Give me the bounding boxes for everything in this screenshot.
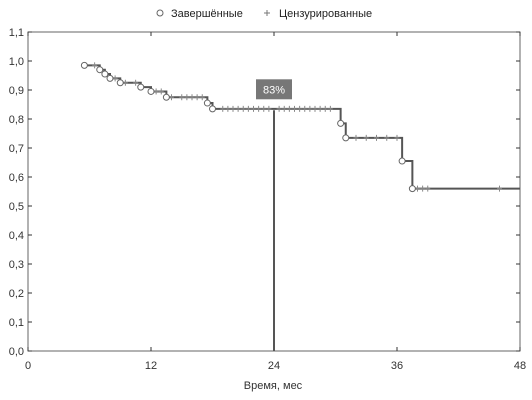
censored-marker <box>292 105 297 112</box>
censored-marker <box>256 105 262 112</box>
censored-marker <box>133 79 139 86</box>
x-tick-label: 24 <box>268 360 280 372</box>
censored-marker <box>353 134 359 141</box>
y-tick-label: 0,8 <box>9 114 24 126</box>
event-marker <box>137 83 145 91</box>
event-marker <box>106 74 114 82</box>
y-tick-label: 0,1 <box>9 317 24 329</box>
x-tick-label: 0 <box>25 360 31 372</box>
event-marker <box>342 134 350 142</box>
censored-marker <box>317 105 323 112</box>
y-tick-label: 0,2 <box>9 288 24 300</box>
censored-marker <box>281 105 287 112</box>
censored-marker <box>394 134 400 141</box>
y-tick-label: 0,6 <box>9 172 24 184</box>
x-tick-label: 12 <box>145 360 157 372</box>
annotation-label: 83% <box>263 84 285 96</box>
censored-marker <box>266 105 272 112</box>
censored-marker <box>384 134 390 141</box>
y-tick-label: 0,9 <box>9 85 24 97</box>
event-marker <box>162 93 170 101</box>
censored-marker <box>225 105 231 112</box>
censored-marker <box>374 134 379 141</box>
censored-marker <box>420 185 426 192</box>
event-marker <box>101 70 109 78</box>
censored-markers-group <box>92 62 502 192</box>
censored-marker <box>307 105 313 112</box>
censored-marker <box>322 105 328 112</box>
y-axis-ticks: 0,0 0,1 0,2 0,3 0,4 0,5 0,6 0,7 0,8 0,9 1,0 1,1 <box>9 27 520 358</box>
censored-marker <box>261 105 267 112</box>
event-marker <box>96 66 104 74</box>
x-tick-label: 36 <box>391 360 403 372</box>
event-markers-group <box>80 61 416 193</box>
censored-marker <box>235 105 241 112</box>
event-marker <box>337 119 345 127</box>
censored-marker <box>327 105 333 112</box>
censored-marker <box>302 105 308 112</box>
censored-marker <box>230 105 236 112</box>
censored-marker <box>158 88 164 95</box>
legend: Завершённые Цензурированные <box>156 8 372 20</box>
censored-marker <box>184 94 190 101</box>
censored-marker <box>240 105 246 112</box>
annotation-box <box>256 79 292 100</box>
y-tick-label: 1,1 <box>9 27 24 39</box>
y-tick-label: 0,5 <box>9 201 24 213</box>
censored-marker <box>425 185 431 192</box>
censored-marker <box>194 94 200 101</box>
legend-circle-marker <box>156 9 164 17</box>
censored-marker <box>497 185 502 192</box>
censored-marker <box>251 105 256 112</box>
x-axis-ticks: 0 12 24 36 48 <box>25 32 526 372</box>
legend-label-censored: Цензурированные <box>279 8 372 20</box>
y-tick-label: 0,0 <box>9 346 24 358</box>
censored-marker <box>312 105 318 112</box>
y-tick-label: 0,7 <box>9 143 24 155</box>
event-marker <box>398 157 406 165</box>
censored-marker <box>92 62 98 69</box>
y-tick-label: 1,0 <box>9 56 24 68</box>
censored-marker <box>363 134 369 141</box>
y-tick-label: 0,4 <box>9 230 24 242</box>
censored-marker <box>199 94 205 101</box>
event-marker <box>116 79 124 87</box>
event-marker <box>80 61 88 69</box>
x-tick-label: 48 <box>514 360 526 372</box>
censored-marker <box>297 105 303 112</box>
event-marker <box>203 99 211 107</box>
legend-label-completed: Завершённые <box>171 8 243 20</box>
legend-plus-marker <box>264 10 270 16</box>
censored-marker <box>220 105 226 112</box>
event-marker <box>147 87 155 95</box>
censored-marker <box>245 105 251 112</box>
censored-marker <box>286 105 292 112</box>
event-marker <box>209 105 216 113</box>
x-axis-label: Время, мес <box>244 380 303 392</box>
censored-marker <box>189 94 195 101</box>
y-tick-label: 0,3 <box>9 259 24 271</box>
annotation-group: 83% <box>256 79 292 100</box>
censored-marker <box>179 94 185 101</box>
censored-marker <box>276 105 282 112</box>
event-marker <box>408 185 416 193</box>
